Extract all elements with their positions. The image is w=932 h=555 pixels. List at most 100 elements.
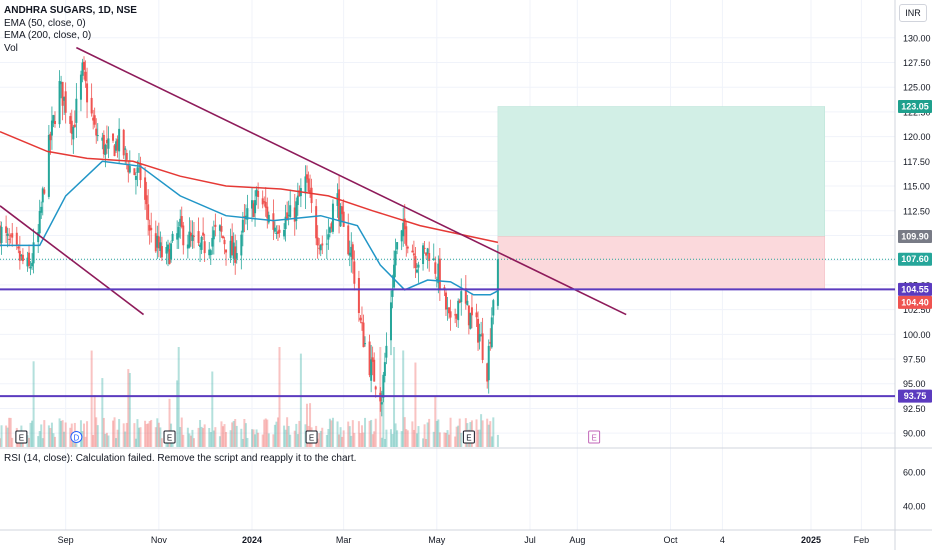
- candle-body: [116, 139, 119, 151]
- candle-body: [393, 264, 396, 288]
- candle-body: [278, 229, 281, 233]
- candle-body: [90, 97, 93, 114]
- candle-body: [208, 249, 211, 256]
- candle-body: [92, 117, 95, 121]
- candle-body: [41, 188, 44, 203]
- volume-bar: [50, 422, 53, 447]
- price-badge: [898, 389, 932, 403]
- candle-body: [225, 249, 228, 253]
- candle-body: [368, 341, 371, 376]
- candle-body: [425, 252, 428, 256]
- candle-body: [490, 317, 493, 348]
- volume-bar: [316, 438, 319, 447]
- volume-bar: [47, 425, 50, 447]
- time-axis-tick: May: [428, 535, 446, 545]
- volume-bar: [136, 419, 139, 447]
- volume-bar: [83, 423, 86, 447]
- candle-body: [480, 335, 483, 337]
- volume-bar: [412, 429, 415, 447]
- volume-bar: [411, 421, 414, 447]
- trendline: [76, 46, 627, 316]
- candle-body: [305, 174, 308, 180]
- stop-loss-zone: [497, 236, 825, 290]
- volume-bar: [272, 434, 275, 447]
- candle-body: [81, 62, 84, 76]
- candle-body: [9, 235, 12, 237]
- volume-bar: [127, 369, 130, 447]
- price-badge: [898, 282, 932, 296]
- candle-body: [251, 200, 254, 209]
- earnings-marker-label: E: [309, 434, 314, 443]
- volume-bar: [446, 430, 449, 447]
- position-tool[interactable]: [497, 106, 825, 290]
- volume-bar: [327, 429, 330, 447]
- candle-body: [309, 190, 312, 193]
- candle-body: [289, 205, 292, 218]
- volume-bar: [487, 424, 490, 447]
- volume-bar: [41, 438, 44, 447]
- volume-bar: [318, 433, 321, 447]
- volume-bar: [168, 398, 171, 447]
- price-badge-label: 104.40: [901, 297, 929, 307]
- volume-bar: [298, 420, 301, 447]
- candle-body: [318, 247, 321, 249]
- volume-bar: [203, 424, 206, 447]
- legend-ema50[interactable]: EMA (50, close, 0): [4, 17, 86, 29]
- volume-bar: [139, 427, 142, 447]
- drawing-layer[interactable]: [0, 46, 895, 398]
- candle-body: [112, 133, 115, 141]
- volume-bar: [63, 431, 66, 447]
- chart-legend: ANDHRA SUGARS, 1D, NSE EMA (50, close, 0…: [4, 5, 137, 55]
- candle-body: [448, 307, 451, 314]
- volume-bar: [96, 425, 99, 447]
- volume-bar: [180, 417, 183, 447]
- legend-ema200[interactable]: EMA (200, close, 0): [4, 30, 92, 41]
- currency-label[interactable]: INR: [899, 4, 927, 22]
- candle-body: [319, 245, 322, 251]
- candle-body: [93, 115, 96, 125]
- candle-body: [83, 61, 86, 70]
- volume-bar: [406, 430, 409, 447]
- volume-bar: [176, 380, 179, 447]
- candle-body: [330, 223, 333, 229]
- candle-body: [467, 305, 470, 326]
- volume-bar: [231, 422, 234, 447]
- candle-body: [21, 254, 24, 262]
- volume-bar: [192, 438, 195, 447]
- candle-body: [383, 362, 386, 376]
- volume-bar: [423, 424, 426, 447]
- candle-body: [362, 322, 365, 348]
- volume-bar: [263, 419, 266, 447]
- candle-body: [396, 242, 399, 250]
- price-badge: [898, 295, 932, 309]
- volume-bar: [336, 421, 339, 447]
- volume-bar: [122, 423, 125, 447]
- volume-bar: [385, 429, 388, 447]
- candle-body: [466, 300, 469, 306]
- candle-body: [52, 115, 55, 124]
- volume-bar: [330, 420, 333, 447]
- candle-body: [489, 341, 492, 344]
- candle-body: [295, 201, 298, 222]
- rsi-axis-tick: 40.00: [903, 502, 926, 512]
- candle-body: [243, 216, 246, 218]
- volume-bar: [448, 434, 451, 447]
- volume-bar: [370, 419, 373, 447]
- candle-body: [221, 236, 224, 239]
- candle-body: [72, 126, 75, 140]
- legend-volume[interactable]: Vol: [4, 42, 18, 54]
- candle-body: [350, 246, 353, 257]
- volume-bar: [221, 426, 224, 447]
- candle-body: [481, 333, 484, 360]
- legend-title[interactable]: ANDHRA SUGARS, 1D, NSE: [4, 5, 137, 16]
- candle-body: [261, 198, 264, 205]
- candle-body: [266, 206, 269, 219]
- candle-body: [406, 246, 409, 249]
- price-axis-tick: 112.50: [903, 206, 930, 216]
- volume-bar: [486, 418, 489, 447]
- volume-bar: [5, 425, 8, 447]
- volume-bar: [137, 427, 140, 447]
- candle-body: [200, 236, 203, 250]
- volume-bar: [116, 429, 119, 447]
